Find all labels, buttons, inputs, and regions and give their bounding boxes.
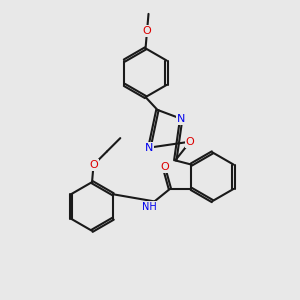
Text: O: O [186, 137, 194, 147]
Text: N: N [145, 142, 154, 153]
Text: NH: NH [142, 202, 157, 212]
Text: N: N [177, 114, 185, 124]
Text: O: O [160, 162, 169, 172]
Text: N: N [177, 114, 185, 124]
Text: O: O [89, 160, 98, 170]
Text: O: O [143, 26, 152, 36]
Text: O: O [186, 137, 194, 147]
Text: O: O [143, 26, 152, 36]
Text: O: O [89, 160, 98, 170]
Text: O: O [160, 162, 169, 172]
Text: NH: NH [142, 202, 157, 212]
Text: N: N [145, 142, 154, 153]
